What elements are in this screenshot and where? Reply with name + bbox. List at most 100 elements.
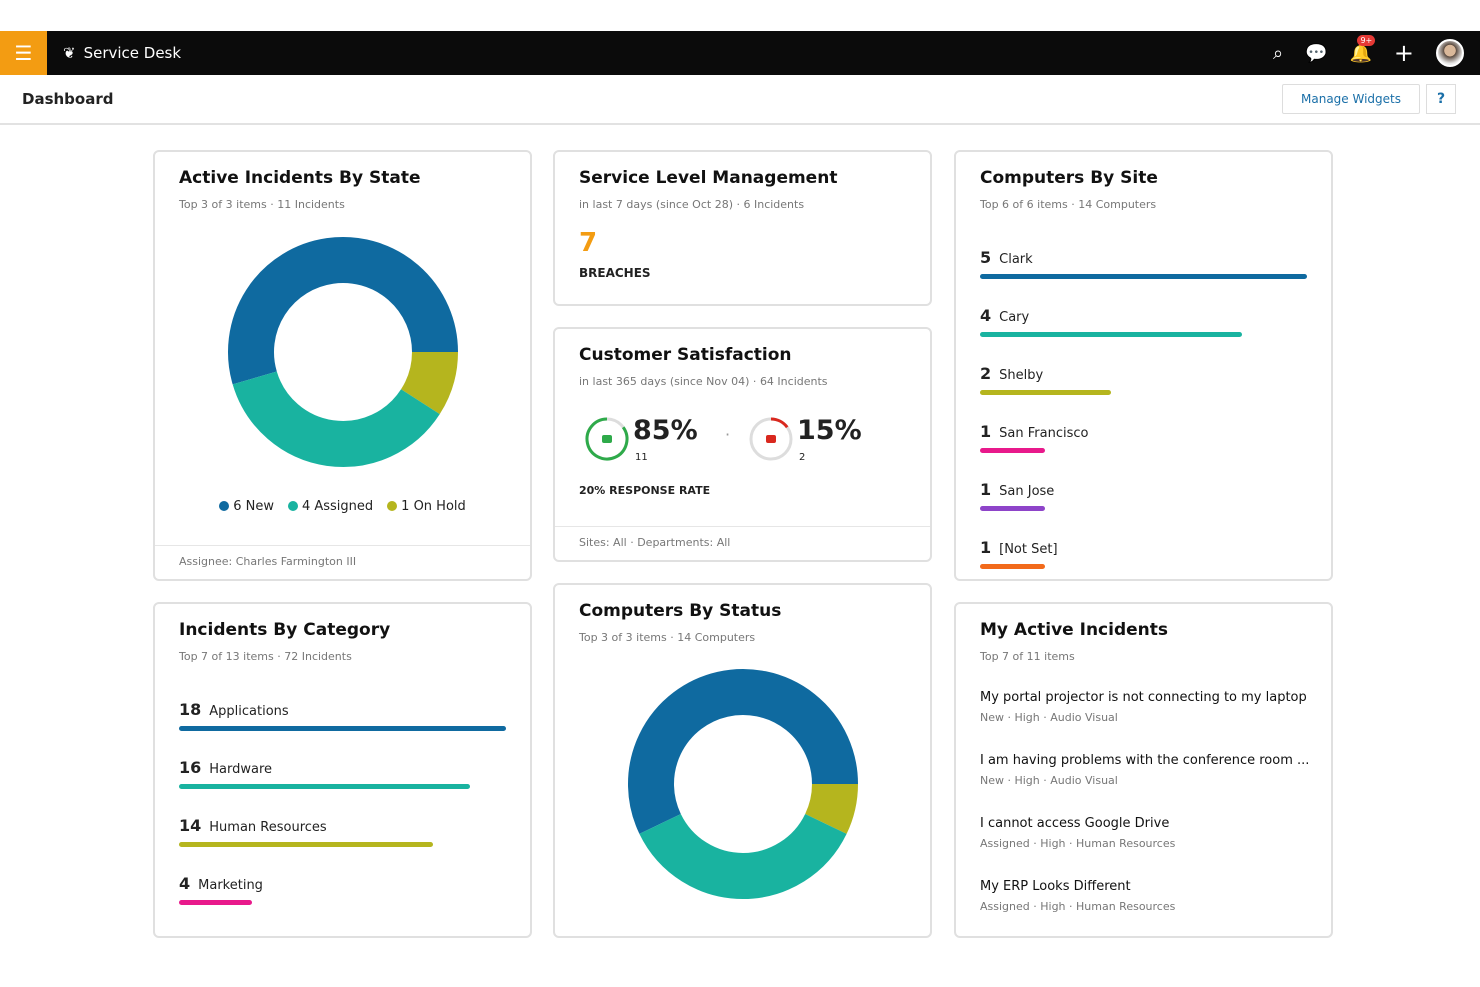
widget-subtitle: Top 7 of 13 items · 72 Incidents bbox=[179, 650, 352, 663]
gauge-fill[interactable] bbox=[585, 417, 629, 461]
incident-title[interactable]: My ERP Looks Different bbox=[980, 879, 1131, 894]
bar-item[interactable]: 4 Cary bbox=[980, 306, 1307, 364]
bar-item[interactable]: 1 San Francisco bbox=[980, 422, 1307, 480]
bar-value: 1 bbox=[980, 422, 992, 441]
search-icon[interactable]: ⌕ bbox=[1272, 42, 1284, 64]
positive-percent[interactable]: 85% bbox=[633, 415, 698, 446]
bar-item[interactable]: 18 Applications bbox=[179, 700, 506, 758]
bar bbox=[179, 726, 506, 731]
breaches-label: BREACHES bbox=[579, 266, 651, 280]
bar-label: Hardware bbox=[209, 762, 273, 777]
logo-icon: ❦ bbox=[63, 44, 76, 62]
widget-title: Incidents By Category bbox=[179, 620, 391, 640]
bar bbox=[980, 390, 1111, 395]
incident-title[interactable]: My portal projector is not connecting to… bbox=[980, 690, 1307, 705]
manage-widgets-button[interactable]: Manage Widgets bbox=[1282, 84, 1420, 114]
widget-computers-by-site: Computers By Site Top 6 of 6 items · 14 … bbox=[954, 150, 1333, 581]
widget-subtitle: Top 7 of 11 items bbox=[980, 650, 1075, 663]
bell-icon[interactable]: 🔔 9+ bbox=[1349, 34, 1376, 64]
bar bbox=[980, 506, 1046, 511]
negative-percent[interactable]: 15% bbox=[797, 415, 862, 446]
thumbs-down-gauge-icon bbox=[749, 417, 793, 461]
widget-service-level: Service Level Management in last 7 days … bbox=[553, 150, 932, 306]
widget-footer: Sites: All · Departments: All bbox=[555, 526, 930, 560]
chart-legend: 6 New 4 Assigned 1 On Hold bbox=[155, 499, 530, 514]
app-brand[interactable]: ❦ Service Desk bbox=[63, 44, 182, 62]
bar-value: 4 bbox=[179, 874, 191, 893]
chat-icon[interactable]: 💬 bbox=[1305, 42, 1328, 64]
incident-item[interactable]: My ERP Looks Different Assigned · High · … bbox=[980, 879, 1311, 942]
thumb-glyph bbox=[602, 435, 612, 443]
bar-value: 5 bbox=[980, 248, 992, 267]
bar-item[interactable]: 16 Hardware bbox=[179, 758, 506, 816]
widget-title: Active Incidents By State bbox=[179, 168, 421, 188]
help-button[interactable]: ? bbox=[1426, 84, 1456, 114]
bar-value: 4 bbox=[980, 306, 992, 325]
positive-count: 11 bbox=[635, 452, 648, 463]
bar bbox=[179, 842, 434, 847]
widget-footer: Assignee: Charles Farmington III bbox=[155, 545, 530, 579]
bar-item[interactable]: 2 Shelby bbox=[980, 364, 1307, 422]
incident-item[interactable]: My portal projector is not connecting to… bbox=[980, 690, 1311, 753]
donut-chart[interactable] bbox=[623, 664, 863, 904]
widget-title: Computers By Status bbox=[579, 601, 782, 621]
widget-subtitle: Top 6 of 6 items · 14 Computers bbox=[980, 198, 1157, 211]
bar-item[interactable]: 1 San Jose bbox=[980, 480, 1307, 538]
response-rate: 20% RESPONSE RATE bbox=[579, 484, 711, 497]
widget-my-active-incidents: My Active Incidents Top 7 of 11 items My… bbox=[954, 602, 1333, 938]
bar-item[interactable]: 14 Human Resources bbox=[179, 816, 506, 874]
bar-value: 2 bbox=[980, 364, 992, 383]
widget-subtitle: Top 3 of 3 items · 11 Incidents bbox=[179, 198, 345, 211]
slice-1[interactable] bbox=[232, 370, 440, 467]
legend-on-hold[interactable]: 1 On Hold bbox=[387, 499, 466, 514]
bar bbox=[980, 448, 1046, 453]
avatar[interactable] bbox=[1436, 39, 1464, 67]
bar bbox=[179, 900, 252, 905]
widget-active-incidents: Active Incidents By State Top 3 of 3 ite… bbox=[153, 150, 532, 581]
notification-badge: 9+ bbox=[1357, 34, 1376, 46]
bar-list: 5 Clark 4 Cary 2 Shelby 1 San Francisco 1 San Jos… bbox=[980, 248, 1307, 596]
bar-label: Shelby bbox=[999, 368, 1044, 383]
separator: · bbox=[725, 425, 731, 444]
bar-value: 18 bbox=[179, 700, 202, 719]
bar-list: 18 Applications 16 Hardware 14 Human Resource… bbox=[179, 700, 506, 932]
bar bbox=[980, 564, 1046, 569]
plus-icon[interactable]: + bbox=[1393, 39, 1414, 67]
page-header: Dashboard Manage Widgets ? bbox=[0, 75, 1480, 125]
legend-new[interactable]: 6 New bbox=[219, 499, 274, 514]
thumbs-up-gauge-icon bbox=[585, 417, 629, 461]
widget-title: My Active Incidents bbox=[980, 620, 1169, 640]
thumb-glyph bbox=[766, 435, 776, 443]
top-bar: ☰ ❦ Service Desk ⌕ 💬 🔔 9+ + bbox=[0, 31, 1480, 75]
gauge-fill[interactable] bbox=[770, 417, 789, 429]
slice-2[interactable] bbox=[400, 351, 458, 415]
incident-title[interactable]: I cannot access Google Drive bbox=[980, 816, 1170, 831]
bar bbox=[179, 784, 470, 789]
bar-value: 1 bbox=[980, 480, 992, 499]
negative-count: 2 bbox=[799, 452, 806, 463]
incident-meta: Assigned · High · Human Resources bbox=[980, 900, 1176, 913]
bar-label: San Jose bbox=[999, 484, 1055, 499]
donut-chart[interactable] bbox=[223, 232, 463, 472]
bar-item[interactable]: 1 [Not Set] bbox=[980, 538, 1307, 596]
slice-0[interactable] bbox=[628, 669, 858, 834]
bar bbox=[980, 274, 1307, 279]
bar-label: Marketing bbox=[198, 878, 263, 893]
incident-item[interactable]: I am having problems with the conference… bbox=[980, 753, 1311, 816]
widget-title: Computers By Site bbox=[980, 168, 1158, 188]
slice-1[interactable] bbox=[639, 813, 847, 899]
incident-item[interactable]: I cannot access Google Drive Assigned · H… bbox=[980, 816, 1311, 879]
breaches-count[interactable]: 7 bbox=[579, 228, 598, 258]
bar-label: Clark bbox=[999, 252, 1033, 267]
slice-2[interactable] bbox=[804, 783, 858, 834]
bar-label: Human Resources bbox=[209, 820, 327, 835]
incident-title[interactable]: I am having problems with the conference… bbox=[980, 753, 1310, 768]
legend-assigned[interactable]: 4 Assigned bbox=[287, 499, 373, 514]
widget-subtitle: Top 3 of 3 items · 14 Computers bbox=[579, 631, 756, 644]
slice-0[interactable] bbox=[228, 237, 458, 385]
bar-label: [Not Set] bbox=[999, 542, 1058, 557]
bar-item[interactable]: 5 Clark bbox=[980, 248, 1307, 306]
hamburger-menu-icon[interactable]: ☰ bbox=[0, 31, 47, 75]
bar-item[interactable]: 4 Marketing bbox=[179, 874, 506, 932]
incident-meta: Assigned · High · Human Resources bbox=[980, 837, 1176, 850]
